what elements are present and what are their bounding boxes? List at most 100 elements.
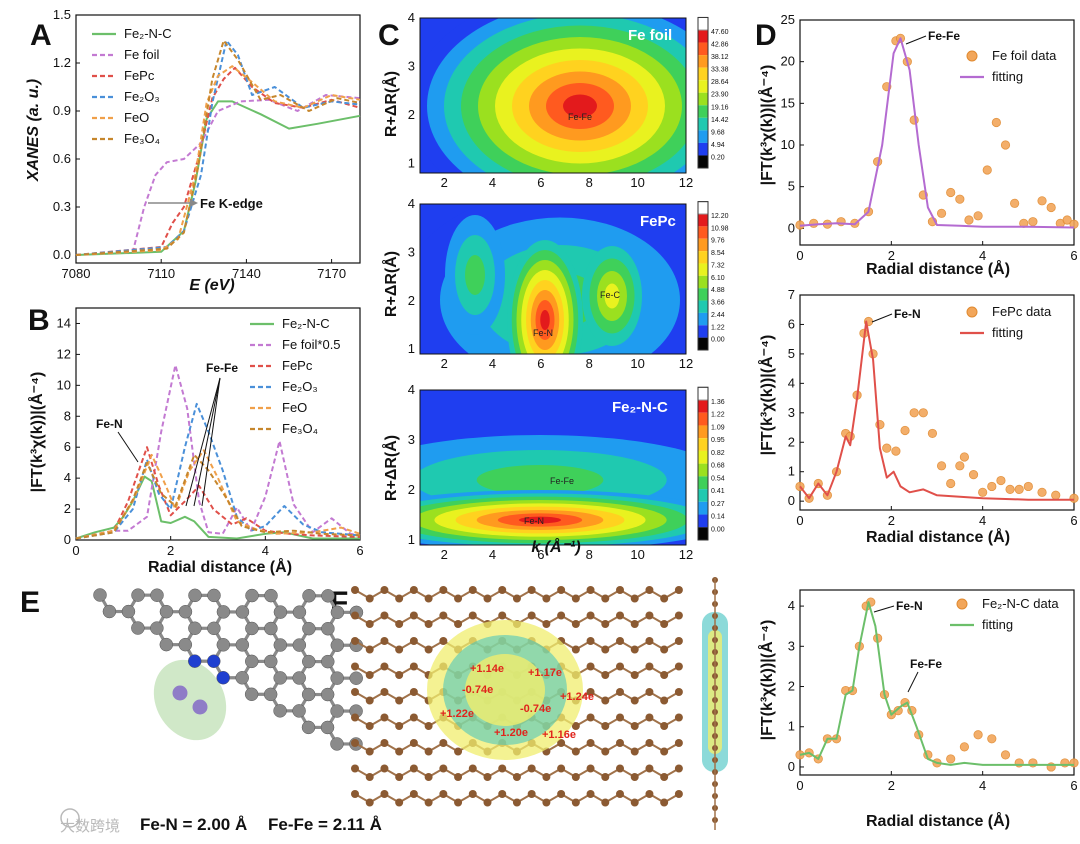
- f-atom: [380, 637, 389, 645]
- f-atom: [571, 773, 580, 781]
- f-atom: [645, 713, 654, 722]
- c1-xtick-label: 10: [630, 175, 644, 190]
- f-atom: [601, 696, 610, 705]
- c2-ytick-label: 1: [408, 341, 415, 356]
- a-legend-label: Fe₂-N-C: [124, 26, 172, 41]
- d1-data-point: [973, 211, 983, 221]
- b-ytick-label: 0: [64, 532, 71, 547]
- d2-ylabel: |FT(k³χ(k))|(Å⁻⁴): [757, 335, 776, 456]
- e-atom: [321, 621, 335, 636]
- c3-contour: [518, 516, 562, 524]
- d2-ytick-label: 5: [788, 346, 795, 361]
- d2-ytick-label: 4: [788, 375, 795, 390]
- e-atom: [292, 638, 307, 652]
- f-atom: [351, 688, 359, 696]
- c2-xtick-label: 12: [679, 356, 693, 371]
- c3-colorbar-label: 1.09: [711, 424, 725, 431]
- c3-title: Fe₂-N-C: [612, 399, 668, 416]
- c1-fefe-label: Fe-Fe: [568, 112, 592, 122]
- d3-xtick-label: 0: [796, 778, 803, 793]
- f-atom: [674, 790, 683, 798]
- f-atom: [571, 798, 580, 807]
- c2-colorbar-label: 10.98: [711, 225, 729, 232]
- a-legend-label: Fe₂O₃: [124, 89, 160, 104]
- c3-colorbar-cell: [698, 438, 708, 451]
- f-atom: [660, 696, 669, 705]
- e-atom: [188, 588, 202, 603]
- a-series-feo: [75, 65, 361, 256]
- f-atom: [645, 739, 654, 747]
- d1-ytick-label: 20: [781, 54, 795, 69]
- d3-data-point: [959, 742, 970, 752]
- f-atom: [409, 739, 418, 747]
- d1-data-point: [1069, 219, 1079, 229]
- c2-ytick-label: 3: [408, 244, 415, 259]
- panel-label-e: E: [20, 586, 40, 619]
- f-atom: [409, 586, 418, 594]
- d1-fefe-annotation: Fe-Fe: [928, 29, 960, 43]
- c1-colorbar-label: 42.86: [711, 42, 729, 49]
- d3-fen-annotation: Fe-N: [896, 599, 923, 613]
- f-atom: [498, 764, 507, 773]
- f-atom: [527, 790, 536, 798]
- a-legend-label: Fe₃O₄: [124, 131, 160, 146]
- e-atom: [207, 654, 221, 668]
- b-legend-label: FePc: [282, 358, 313, 373]
- f-atom: [454, 620, 463, 628]
- c3-colorbar-label: 0.68: [711, 463, 725, 470]
- e-atom: [292, 605, 307, 619]
- f-atom: [380, 739, 389, 747]
- c3-fen-label: Fe-N: [524, 516, 544, 526]
- c1-frame: [419, 17, 687, 174]
- b-xtick-label: 4: [262, 543, 269, 558]
- f-atom: [365, 773, 374, 781]
- f-atom: [616, 764, 625, 773]
- d2-xtick-label: 2: [888, 513, 895, 528]
- f-charge-label: +1.14e: [470, 663, 504, 675]
- c3-ytick-label: 2: [408, 482, 415, 497]
- f-atom: [601, 747, 610, 756]
- c1-colorbar-cell: [698, 42, 708, 56]
- d1-data-point: [936, 208, 947, 218]
- e-atom: [93, 588, 107, 602]
- d3-plot-frame: [799, 589, 1075, 776]
- e-atom: [102, 604, 117, 619]
- c1-colorbar-cell: [698, 142, 708, 156]
- f-atom: [660, 645, 669, 654]
- c2-colorbar-cell: [698, 337, 708, 350]
- d2-data-point: [1069, 493, 1079, 503]
- d3-xtick-label: 6: [1070, 778, 1077, 793]
- c1-colorbar-frame: [697, 16, 709, 169]
- chart-d: 0 2 4 6 0 5 10 15 20 25 0 2 4 6 0 1 2 3 4 5 6 7 0 2 4 6 0 1 2 3 4 Fe fo…: [781, 12, 1079, 793]
- d3-data-point: [987, 734, 997, 744]
- e-atom: [273, 605, 288, 619]
- c1-ytick-label: 3: [408, 58, 415, 73]
- d3-data-point: [893, 706, 903, 716]
- e-atom: [273, 704, 287, 718]
- f-atom: [439, 611, 448, 620]
- f-atom: [498, 611, 507, 620]
- c2-ytick-label: 2: [408, 293, 415, 308]
- f-atom: [395, 696, 404, 705]
- c2-colorbar-label: 12.20: [711, 213, 729, 220]
- a-xtick-label: 7080: [62, 266, 91, 281]
- c2-colorbar-label: 6.10: [711, 275, 725, 282]
- panel-label-a: A: [30, 19, 52, 52]
- c2-xtick-label: 6: [537, 356, 544, 371]
- f-atom: [645, 586, 654, 594]
- f-atom: [630, 773, 639, 781]
- f-atom: [380, 764, 389, 773]
- f-atom: [630, 696, 639, 705]
- b-fen-annotation: Fe-N: [96, 417, 123, 431]
- e-fe-atom: [172, 685, 188, 701]
- e-bond-fefe: Fe-Fe = 2.11 Å: [268, 815, 382, 834]
- e-atom: [159, 604, 174, 619]
- d2-data-point: [968, 470, 979, 480]
- c2-colorbar-cell: [698, 275, 708, 289]
- d1-data-point: [955, 194, 965, 204]
- b-fefe-pointer: [201, 377, 221, 507]
- c3-colorbar-label: 1.36: [711, 399, 725, 406]
- f-atom: [424, 722, 433, 730]
- d2-data-point: [900, 425, 910, 436]
- f-atom: [395, 594, 404, 603]
